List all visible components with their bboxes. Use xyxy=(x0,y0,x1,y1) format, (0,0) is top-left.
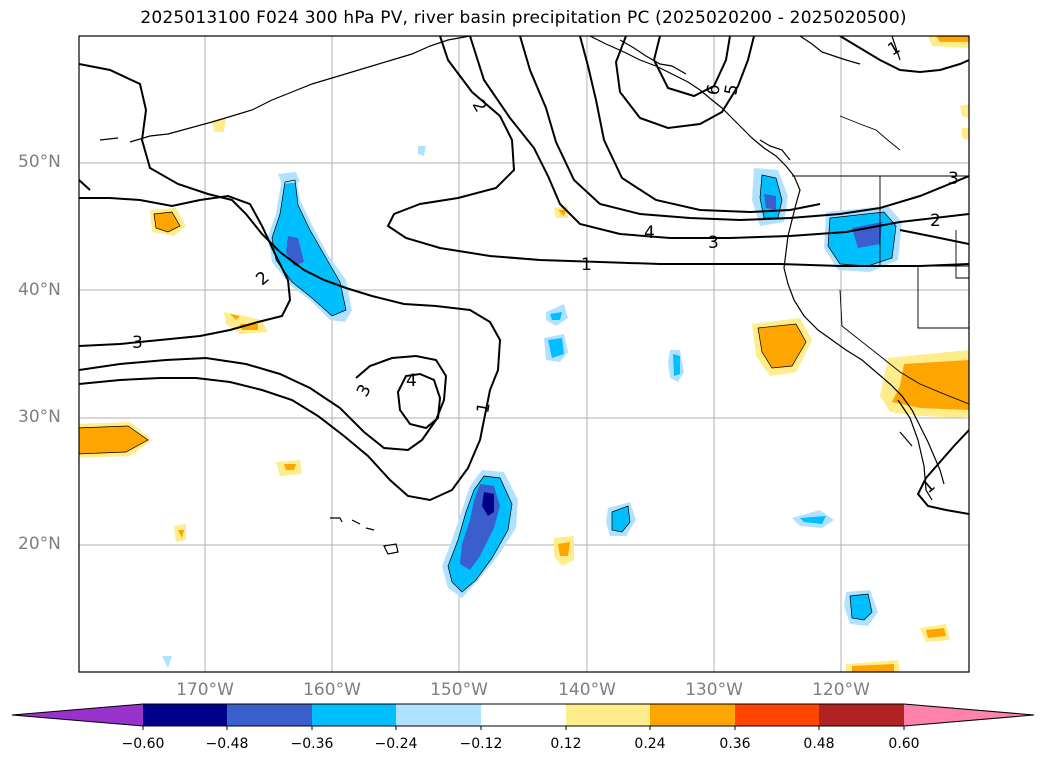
contour-label: 1 xyxy=(581,255,592,275)
map-title: 2025013100 F024 300 hPa PV, river basin … xyxy=(140,8,907,28)
colorbar-swatch xyxy=(396,704,481,726)
lon-label-160w: 160°W xyxy=(303,680,361,700)
colorbar-swatch xyxy=(650,704,735,726)
contour-label: 3 xyxy=(948,169,959,189)
colorbar-tick-label: −0.24 xyxy=(374,736,418,752)
contour-label: 2 xyxy=(252,268,273,290)
precip-shading xyxy=(79,36,969,672)
contour-label: 3 xyxy=(132,333,143,353)
colorbar-extend-min xyxy=(12,704,143,726)
colorbar-swatch xyxy=(143,704,227,726)
lon-label-150w: 150°W xyxy=(430,680,488,700)
colorbar-tick-label: 0.60 xyxy=(888,736,920,752)
lon-label-120w: 120°W xyxy=(812,680,870,700)
colorbar-swatch xyxy=(566,704,650,726)
lat-label-30n: 30°N xyxy=(18,407,61,427)
colorbar-tick-label: 0.48 xyxy=(803,736,835,752)
lat-label-20n: 20°N xyxy=(18,534,61,554)
contour-label: 3 xyxy=(353,381,376,400)
contour-label: 4 xyxy=(644,223,655,243)
lon-label-140w: 140°W xyxy=(558,680,616,700)
colorbar-tick-label: 0.12 xyxy=(550,736,582,752)
contour-label: 1 xyxy=(918,476,939,498)
contour-label: 5 xyxy=(721,83,743,97)
lat-label-40n: 40°N xyxy=(18,280,61,300)
contour-label: 1 xyxy=(885,38,904,61)
colorbar-tick-label: −0.60 xyxy=(121,736,165,752)
contour-label: 1 xyxy=(473,401,495,415)
contour-label: 4 xyxy=(406,371,417,391)
colorbar-swatch xyxy=(735,704,819,726)
gridlines xyxy=(79,36,969,672)
contour-label: 2 xyxy=(468,97,491,116)
colorbar-tick-label: −0.12 xyxy=(459,736,503,752)
colorbar-swatch xyxy=(227,704,312,726)
colorbar-swatch xyxy=(481,704,566,726)
colorbar-tick-label: 0.36 xyxy=(719,736,751,752)
colorbar-extend-max xyxy=(904,704,1034,726)
colorbar-swatch xyxy=(819,704,904,726)
precip-outlines xyxy=(79,174,897,621)
contour-label: 3 xyxy=(708,233,719,253)
colorbar-tick-label: 0.24 xyxy=(634,736,666,752)
lon-label-170w: 170°W xyxy=(176,680,234,700)
colorbar-tick-label: −0.36 xyxy=(290,736,334,752)
pv-contours xyxy=(79,36,969,515)
lat-label-50n: 50°N xyxy=(18,152,61,172)
lon-label-130w: 130°W xyxy=(685,680,743,700)
contour-label: 6 xyxy=(703,83,725,97)
coastlines xyxy=(99,36,945,555)
colorbar-swatch xyxy=(312,704,396,726)
map-frame xyxy=(78,35,970,673)
colorbar-tick-label: −0.48 xyxy=(205,736,249,752)
colorbar xyxy=(11,703,1035,730)
contour-label: 2 xyxy=(930,211,941,231)
